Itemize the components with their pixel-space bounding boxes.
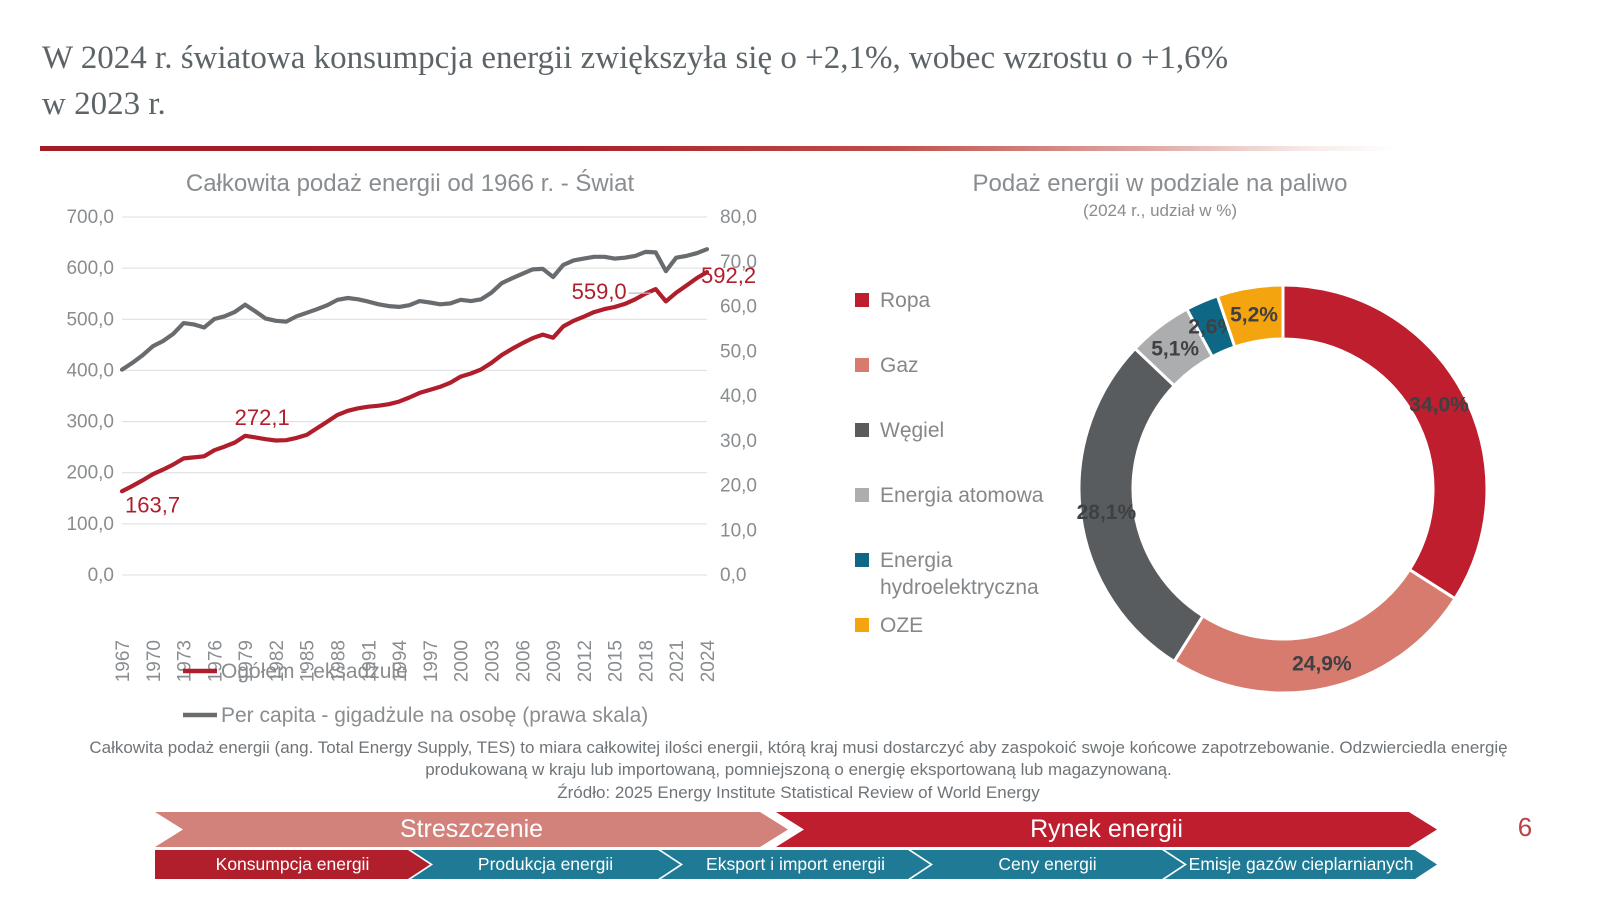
donut-slice-label: 34,0% bbox=[1409, 393, 1469, 416]
donut-slice-ropa bbox=[1281, 283, 1489, 601]
donut-slice-label: 2,6% bbox=[1188, 316, 1236, 339]
svg-text:2000: 2000 bbox=[452, 640, 473, 682]
nav-secondary-eksport-i-import-energii[interactable]: Eksport i import energii bbox=[661, 850, 930, 879]
svg-text:600,0: 600,0 bbox=[66, 258, 114, 279]
footer-description: Całkowita podaż energii (ang. Total Ener… bbox=[89, 738, 1508, 780]
footer-source: Źródło: 2025 Energy Institute Statistica… bbox=[557, 783, 1040, 802]
svg-text:1979: 1979 bbox=[236, 640, 257, 682]
svg-text:1967: 1967 bbox=[113, 640, 134, 682]
legend-swatch-icon bbox=[855, 553, 869, 567]
series-line-per bbox=[119, 247, 710, 372]
x-axis-labels: 1967 1970 1973 1976 1979 1982 1985 1988 1991 1994… bbox=[113, 640, 719, 683]
legend-item-label: Węgiel bbox=[880, 419, 945, 442]
legend-item-label: Gaz bbox=[880, 354, 919, 377]
svg-text:2009: 2009 bbox=[544, 640, 565, 682]
line-chart-svg: Całkowita podaż energii od 1966 r. - Świ… bbox=[66, 169, 757, 727]
line-chart-legend: Ogółem - eksadżule Per capita - gigadżule… bbox=[183, 660, 648, 727]
series-line-ogółem bbox=[119, 269, 710, 494]
title-divider bbox=[40, 146, 1392, 151]
legend-item-energia-atomowa: Energia atomowa bbox=[855, 483, 1090, 510]
svg-text:0,0: 0,0 bbox=[88, 565, 114, 586]
legend-item-węgiel: Węgiel bbox=[855, 418, 1090, 445]
donut-slice-label: 24,9% bbox=[1292, 653, 1352, 676]
svg-text:10,0: 10,0 bbox=[720, 520, 757, 541]
svg-text:1982: 1982 bbox=[267, 640, 288, 682]
legend-item-label: Ogółem - eksadżule bbox=[221, 660, 408, 683]
svg-text:700,0: 700,0 bbox=[66, 207, 114, 228]
nav-secondary-produkcja-energii[interactable]: Produkcja energii bbox=[411, 850, 680, 879]
svg-text:559,0: 559,0 bbox=[572, 279, 627, 304]
svg-text:1988: 1988 bbox=[329, 640, 350, 682]
svg-text:40,0: 40,0 bbox=[720, 386, 757, 407]
donut-slice-label: 5,2% bbox=[1230, 303, 1278, 326]
svg-text:2018: 2018 bbox=[636, 640, 657, 682]
svg-text:272,1: 272,1 bbox=[235, 405, 290, 430]
legend-item-label: OZE bbox=[880, 614, 924, 637]
svg-text:100,0: 100,0 bbox=[66, 514, 114, 535]
svg-text:1970: 1970 bbox=[144, 640, 165, 682]
legend-item-energia-hydroelektryczna: Energia hydroelektryczna bbox=[855, 548, 1090, 602]
legend-item-label: Energia atomowa bbox=[880, 484, 1044, 507]
svg-text:592,2: 592,2 bbox=[701, 263, 756, 288]
legend-item-label: Ropa bbox=[880, 289, 931, 312]
legend-swatch-icon bbox=[855, 488, 869, 502]
svg-text:400,0: 400,0 bbox=[66, 360, 114, 381]
page-title: W 2024 r. światowa konsumpcja energii zw… bbox=[42, 40, 1229, 122]
nav-secondary-ceny-energii[interactable]: Ceny energii bbox=[911, 850, 1184, 879]
svg-text:70,0: 70,0 bbox=[720, 252, 757, 273]
svg-text:163,7: 163,7 bbox=[125, 492, 180, 517]
svg-text:1994: 1994 bbox=[390, 640, 411, 683]
page-number: 6 bbox=[1517, 812, 1533, 842]
donut-slice-węgiel bbox=[1077, 347, 1205, 664]
donut-slice-label: 5,1% bbox=[1151, 337, 1199, 360]
legend-swatch-icon bbox=[855, 358, 869, 372]
svg-text:2024: 2024 bbox=[698, 640, 719, 683]
nav-secondary-konsumpcja-energii[interactable]: Konsumpcja energii bbox=[155, 850, 430, 879]
svg-text:2006: 2006 bbox=[513, 640, 534, 682]
svg-text:0,0: 0,0 bbox=[720, 565, 746, 586]
svg-text:20,0: 20,0 bbox=[720, 476, 757, 497]
svg-text:300,0: 300,0 bbox=[66, 412, 114, 433]
legend-swatch-icon bbox=[855, 293, 869, 307]
legend-item-label: Energia hydroelektryczna bbox=[880, 549, 1039, 599]
svg-text:1991: 1991 bbox=[359, 640, 380, 682]
donut-chart-title: Podaż energii w podziale na paliwo bbox=[972, 170, 1348, 197]
nav-primary-rynek-energii[interactable]: Rynek energii bbox=[776, 812, 1437, 847]
svg-text:2003: 2003 bbox=[482, 640, 503, 682]
data-labels: 163,7 272,1 559,0 592,2 bbox=[125, 263, 756, 517]
svg-text:60,0: 60,0 bbox=[720, 297, 757, 318]
svg-text:80,0: 80,0 bbox=[720, 207, 757, 228]
nav-primary-streszczenie[interactable]: Streszczenie bbox=[155, 812, 788, 847]
legend-item-ropa: Ropa bbox=[855, 288, 1090, 315]
line-chart-panel: Całkowita podaż energii od 1966 r. - Świ… bbox=[20, 163, 780, 738]
nav-secondary-emisje-gazów-cieplarnianych[interactable]: Emisje gazów cieplarnianych bbox=[1165, 850, 1437, 879]
donut-slice-oze bbox=[1215, 283, 1285, 349]
legend-swatch-icon bbox=[855, 423, 869, 437]
legend-item-label: Per capita - gigadżule na osobę (prawa s… bbox=[221, 704, 648, 727]
line-chart-title: Całkowita podaż energii od 1966 r. - Świ… bbox=[186, 169, 635, 197]
donut-slice-label: 28,1% bbox=[1077, 501, 1137, 524]
donut-chart-svg: 34,0% 24,9% 28,1% 5,1%2,6%5,2% bbox=[1077, 283, 1489, 695]
svg-text:50,0: 50,0 bbox=[720, 341, 757, 362]
donut-chart-subtitle: (2024 r., udział w %) bbox=[1082, 201, 1237, 220]
legend-item-oze: OZE bbox=[855, 613, 1090, 640]
svg-text:2012: 2012 bbox=[575, 640, 596, 682]
svg-text:1985: 1985 bbox=[298, 640, 319, 682]
legend-item-gaz: Gaz bbox=[855, 353, 1090, 380]
svg-text:2021: 2021 bbox=[667, 640, 688, 682]
svg-text:1997: 1997 bbox=[421, 640, 442, 682]
svg-text:30,0: 30,0 bbox=[720, 431, 757, 452]
svg-text:500,0: 500,0 bbox=[66, 309, 114, 330]
svg-text:200,0: 200,0 bbox=[66, 463, 114, 484]
svg-text:2015: 2015 bbox=[606, 640, 627, 682]
legend-swatch-icon bbox=[855, 618, 869, 632]
